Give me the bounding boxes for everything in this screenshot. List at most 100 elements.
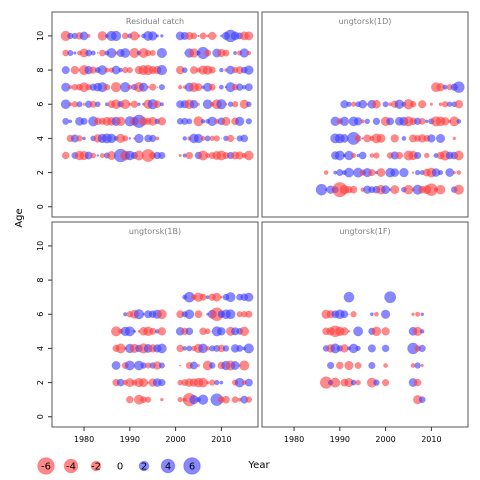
residual-bubble bbox=[199, 32, 207, 40]
panel-title: ungtorsk(1B) bbox=[129, 227, 181, 236]
residual-bubble bbox=[158, 378, 166, 387]
residual-bubble bbox=[139, 378, 149, 388]
residual-bubble bbox=[374, 311, 379, 317]
residual-bubble bbox=[177, 396, 183, 403]
residual-bubble bbox=[196, 102, 201, 106]
panel-frame bbox=[51, 221, 259, 428]
residual-bubble bbox=[244, 65, 254, 75]
residual-bubble bbox=[67, 49, 74, 57]
x-tick-label: 1980 bbox=[74, 435, 94, 444]
residual-bubble bbox=[194, 310, 203, 319]
legend-label: 2 bbox=[141, 462, 147, 473]
residual-bubble bbox=[149, 134, 157, 143]
legend-item: 6 bbox=[183, 457, 201, 475]
residual-bubble bbox=[364, 118, 371, 125]
residual-bubble bbox=[220, 295, 223, 299]
residual-bubble bbox=[159, 102, 164, 107]
residual-bubble bbox=[205, 380, 210, 385]
residual-bubble bbox=[226, 134, 235, 143]
residual-bubble bbox=[239, 360, 250, 371]
residual-bubble bbox=[160, 34, 164, 38]
residual-bubble bbox=[367, 344, 376, 353]
residual-bubble bbox=[221, 395, 230, 404]
residual-bubble bbox=[156, 86, 159, 88]
panel-frame bbox=[51, 11, 259, 218]
residual-bubble bbox=[350, 311, 357, 318]
legend-item: -6 bbox=[37, 457, 55, 475]
residual-bubble bbox=[326, 361, 335, 370]
residual-bubble bbox=[200, 119, 206, 124]
residual-bubble bbox=[437, 169, 444, 176]
legend-bubble bbox=[160, 458, 176, 474]
legend-item: 2 bbox=[138, 460, 150, 473]
x-tick-label: 1990 bbox=[330, 435, 350, 444]
residual-bubble bbox=[395, 151, 404, 160]
residual-bubble bbox=[323, 170, 329, 175]
residual-bubble bbox=[424, 152, 430, 159]
residual-bubble bbox=[124, 360, 135, 371]
residual-bubble bbox=[386, 117, 395, 126]
residual-bubble bbox=[368, 168, 376, 177]
residual-bubble bbox=[144, 396, 152, 403]
residual-bubble bbox=[213, 135, 220, 142]
residual-bubble bbox=[456, 170, 462, 175]
residual-bubble bbox=[344, 167, 354, 178]
residual-bubble bbox=[429, 102, 433, 106]
residual-bubble bbox=[115, 116, 126, 127]
residual-bubble bbox=[220, 137, 222, 139]
panel-4: ungtorsk(1F) 1980 1990 2000 2010 bbox=[261, 221, 469, 444]
residual-bubble bbox=[376, 133, 386, 143]
residual-bubble bbox=[156, 343, 167, 354]
residual-bubble bbox=[231, 396, 239, 404]
residual-bubble bbox=[348, 313, 350, 315]
residual-bubble bbox=[225, 309, 236, 320]
residual-bubble bbox=[218, 84, 224, 90]
y-tick-label: 2 bbox=[36, 380, 45, 385]
residual-bubble bbox=[90, 152, 97, 159]
residual-bubble bbox=[384, 291, 397, 304]
residual-bubble bbox=[435, 184, 446, 195]
residual-bubble bbox=[350, 152, 357, 159]
residual-bubble bbox=[371, 326, 382, 337]
x-tick-label: 2000 bbox=[165, 435, 185, 444]
y-tick-label: 10 bbox=[36, 241, 45, 251]
residual-bubble bbox=[158, 362, 165, 369]
residual-bubble bbox=[390, 185, 400, 195]
legend-item: -4 bbox=[63, 458, 79, 474]
residual-bubble bbox=[401, 135, 407, 141]
residual-bubble bbox=[137, 102, 141, 107]
legend-label: 0 bbox=[117, 462, 123, 473]
residual-bubble bbox=[233, 50, 238, 56]
residual-bubble bbox=[354, 361, 362, 370]
residual-bubble bbox=[158, 151, 166, 160]
residual-bubble bbox=[411, 312, 415, 317]
residual-bubble bbox=[353, 326, 364, 337]
residual-bubble bbox=[130, 100, 139, 108]
residual-bubble bbox=[245, 118, 253, 125]
residual-bubble bbox=[146, 85, 150, 89]
residual-bubble bbox=[185, 151, 194, 160]
residual-bubble bbox=[438, 102, 443, 107]
residual-bubble bbox=[344, 360, 354, 371]
bubbles bbox=[111, 291, 254, 407]
legend-bubble bbox=[37, 457, 55, 475]
x-tick-label: 2010 bbox=[211, 435, 231, 444]
residual-bubble bbox=[236, 344, 244, 352]
x-axis-label: Year bbox=[247, 460, 270, 471]
residual-bubble bbox=[414, 362, 421, 369]
residual-bubble bbox=[372, 99, 381, 109]
residual-bubble bbox=[216, 35, 218, 37]
residual-bubble bbox=[126, 395, 134, 404]
bubbles bbox=[315, 81, 465, 198]
residual-bubble bbox=[373, 152, 380, 159]
y-tick-label: 2 bbox=[36, 170, 45, 175]
residual-bubble bbox=[376, 168, 386, 178]
residual-bubble bbox=[246, 101, 252, 108]
residual-bubble bbox=[189, 99, 199, 109]
residual-bubble bbox=[340, 327, 349, 336]
y-tick-label: 10 bbox=[36, 31, 45, 41]
residual-bubble bbox=[61, 151, 70, 160]
residual-bubble bbox=[185, 327, 194, 336]
residual-bubble bbox=[156, 47, 167, 59]
residual-bubble bbox=[349, 185, 358, 194]
